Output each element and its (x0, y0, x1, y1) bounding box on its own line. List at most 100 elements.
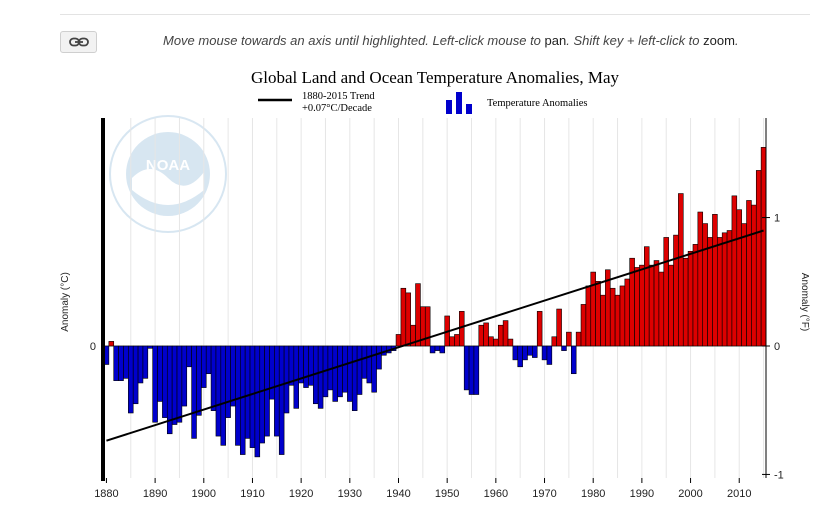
anomaly-bar (147, 345, 153, 349)
anomaly-bar (405, 292, 411, 347)
right-axis-label: Anomaly (°F) (799, 273, 810, 331)
anomaly-bar (205, 345, 212, 375)
anomaly-bar (517, 345, 523, 368)
anomaly-bar (760, 147, 767, 347)
temperature-anomaly-chart[interactable]: NOAA 1880 1890 1900 1910 1920 1930 1940 1950 196… (0, 60, 839, 512)
anomaly-bar (210, 345, 217, 411)
anomaly-bar (639, 264, 645, 347)
link-button[interactable] (60, 31, 97, 53)
left-axis-ticks: 0 (90, 341, 96, 353)
anomaly-bar (493, 338, 499, 347)
anomaly-bar (668, 264, 674, 347)
anomaly-bar (502, 320, 509, 347)
anomaly-bar (288, 345, 295, 386)
anomaly-bar (278, 345, 285, 455)
x-tick-label: 2000 (678, 488, 702, 500)
x-tick-label: 1990 (630, 488, 654, 500)
anomaly-bar (132, 345, 139, 405)
anomaly-bar (308, 345, 314, 386)
anomaly-bar (337, 345, 343, 398)
anomaly-bar (142, 345, 149, 379)
right-tick-label: 1 (774, 213, 780, 225)
anomaly-bar (108, 341, 115, 347)
pan-keyword: pan (544, 33, 567, 48)
top-divider (60, 14, 810, 15)
noaa-seal-icon: NOAA (109, 115, 227, 233)
anomaly-bar (118, 345, 124, 381)
zoom-keyword: zoom (703, 33, 735, 48)
anomaly-bar (682, 257, 689, 347)
anomaly-bar (541, 345, 548, 361)
legend: 1880-2015 Trend +0.07°C/Decade Temperatu… (258, 91, 587, 114)
right-axis-ticks: 1 0 -1 (762, 213, 784, 481)
anomaly-bar (176, 345, 183, 423)
anomaly-bar (342, 345, 348, 393)
anomaly-bar (546, 345, 553, 365)
anomaly-bar (746, 200, 752, 347)
x-tick-label: 1950 (435, 488, 459, 500)
chart-title: Global Land and Ocean Temperature Anomal… (251, 68, 620, 87)
anomaly-bar (570, 345, 577, 375)
anomaly-bar (532, 345, 538, 358)
legend-bars-label: Temperature Anomalies (487, 98, 587, 109)
anomaly-bar (712, 214, 718, 347)
anomaly-bar (673, 234, 679, 347)
left-axis-label: Anomaly (°C) (60, 272, 71, 332)
anomaly-bar (376, 345, 382, 370)
left-tick-label: 0 (90, 341, 96, 353)
anomaly-bar (687, 250, 694, 347)
x-tick-label: 1920 (289, 488, 313, 500)
anomaly-bar (731, 195, 738, 347)
anomaly-bar (439, 345, 446, 354)
legend-trend-rate: +0.07°C/Decade (302, 103, 372, 114)
anomaly-bar (590, 271, 596, 347)
anomaly-bar (726, 230, 733, 347)
anomaly-bar (123, 345, 129, 379)
x-tick-label: 2010 (727, 488, 751, 500)
anomaly-bar (609, 287, 616, 347)
anomaly-bar (371, 345, 377, 393)
right-tick-label: 0 (774, 341, 780, 353)
anomaly-bar (497, 324, 504, 347)
anomaly-bar (235, 345, 241, 446)
anomaly-bar (522, 345, 528, 361)
anomaly-bar (415, 283, 421, 347)
anomaly-bar (653, 260, 660, 347)
anomaly-bar (215, 345, 222, 437)
anomaly-bar (561, 345, 567, 351)
anomaly-bar (478, 324, 484, 347)
anomaly-bar (225, 345, 231, 418)
x-tick-label: 1930 (338, 488, 362, 500)
anomaly-bar (488, 336, 494, 347)
anomaly-bar (658, 271, 665, 347)
anomaly-bar (351, 345, 358, 411)
anomaly-bar (254, 345, 261, 458)
anomaly-bar (755, 170, 762, 347)
anomaly-bar (575, 331, 582, 347)
legend-bar-swatch-2 (456, 92, 462, 114)
anomaly-bar (585, 285, 592, 347)
anomaly-bar (556, 308, 562, 347)
anomaly-bar (259, 345, 265, 444)
anomaly-bar (692, 244, 699, 347)
x-tick-label: 1940 (386, 488, 410, 500)
anomaly-bar (424, 306, 431, 347)
noaa-logo-text: NOAA (146, 157, 190, 174)
anomaly-bar (317, 345, 324, 409)
x-tick-label: 1970 (532, 488, 556, 500)
anomaly-bar (196, 345, 202, 416)
anomaly-bar (113, 345, 119, 381)
anomaly-bar (634, 267, 640, 347)
anomaly-bar (459, 311, 465, 347)
anomaly-bar (644, 246, 650, 347)
anomaly-bar (624, 278, 631, 347)
anomaly-bar (473, 345, 480, 395)
anomaly-bar (717, 237, 723, 347)
anomaly-bar (400, 287, 407, 347)
anomaly-bar (434, 345, 441, 351)
anomaly-bar (191, 345, 197, 439)
anomaly-bar (463, 345, 470, 391)
anomaly-bar (162, 345, 168, 418)
anomaly-bar (600, 294, 606, 347)
interaction-instructions: Move mouse towards an axis until highlig… (163, 33, 739, 48)
